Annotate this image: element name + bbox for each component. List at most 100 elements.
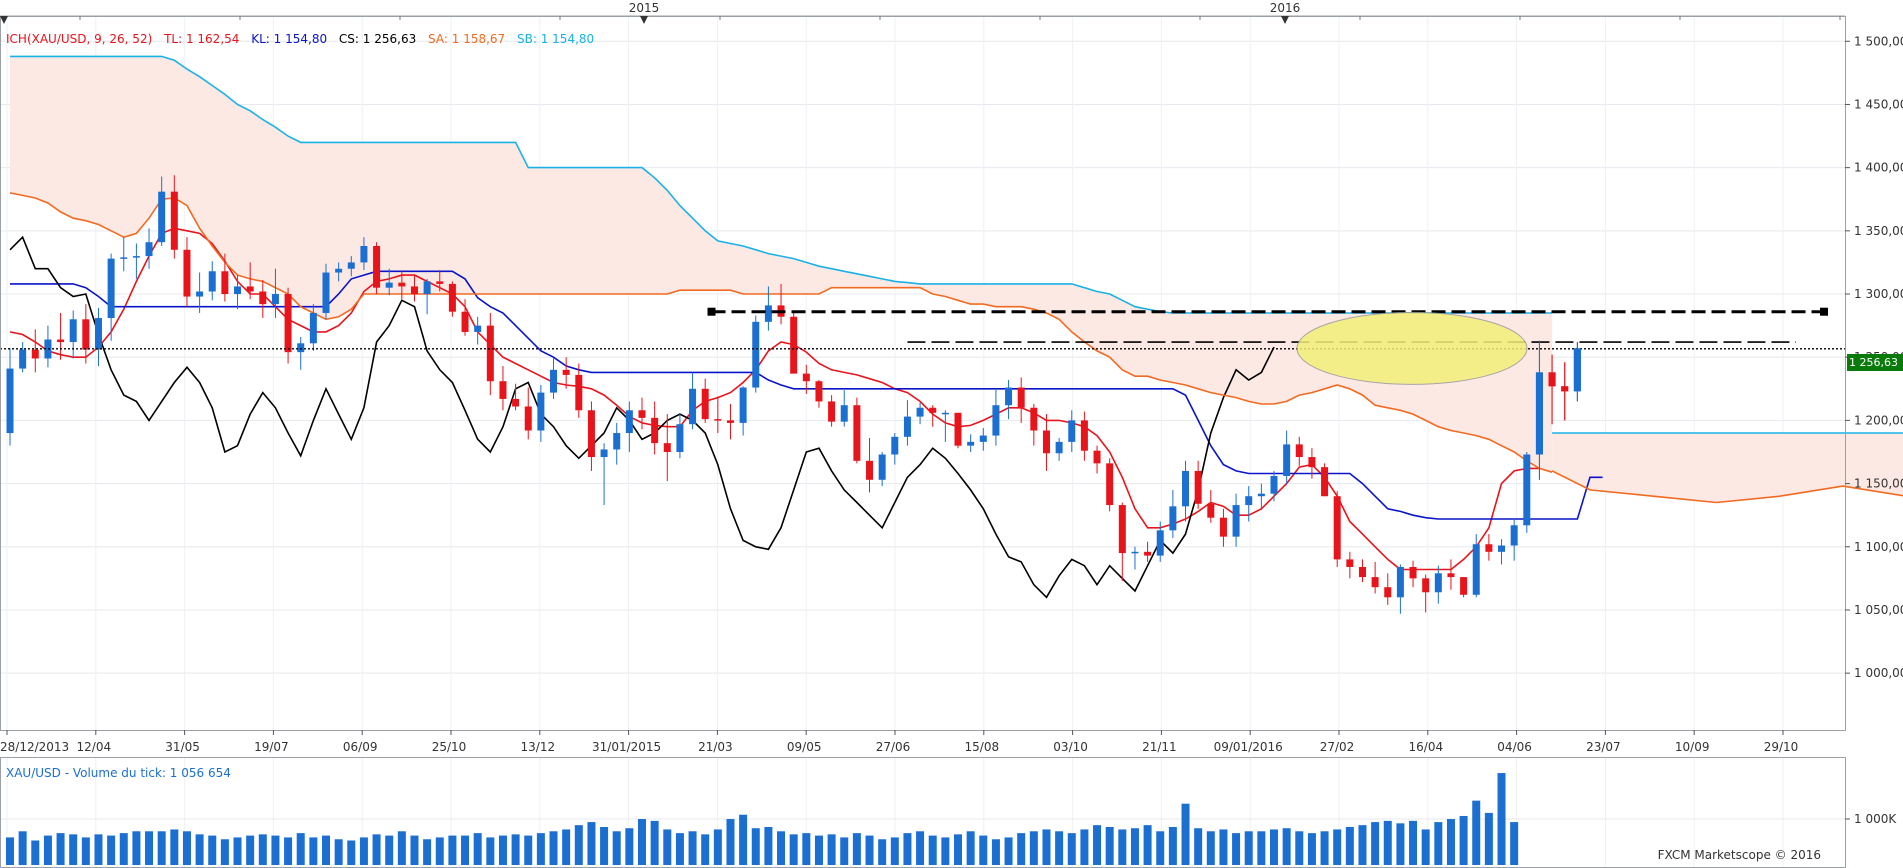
volume-bar <box>220 839 229 865</box>
volume-bar <box>1446 819 1455 865</box>
volume-bar <box>258 834 267 865</box>
start-marker <box>0 16 8 24</box>
candle-down <box>1384 587 1392 598</box>
volume-bar <box>1270 829 1278 865</box>
price-tick-label: 1 500,00 <box>1854 34 1903 48</box>
indicator-lines <box>9 55 1903 599</box>
candle-up <box>19 349 27 369</box>
date-tick-label: 27/02 <box>1320 740 1355 754</box>
year-label: 2015 <box>629 1 660 15</box>
indicator-legend: ICH(XAU/USD, 9, 26, 52) TL: 1 162,54 KL:… <box>6 32 602 46</box>
candle-down <box>853 405 861 461</box>
volume-bar <box>789 834 798 865</box>
volume-bar <box>157 831 166 865</box>
date-tick-label: 31/05 <box>165 740 200 754</box>
date-tick-label: 15/08 <box>965 740 1000 754</box>
candle-down <box>866 460 874 480</box>
candle-down <box>1346 559 1354 567</box>
volume-bar <box>435 837 444 865</box>
volume-bar <box>18 831 27 865</box>
volume-bar <box>372 834 381 865</box>
candle-up <box>1005 387 1013 406</box>
volume-bar <box>726 819 735 865</box>
volume-bar <box>941 837 950 865</box>
candle-up <box>120 257 128 259</box>
candle-down <box>714 419 722 421</box>
candle-down <box>1548 372 1556 387</box>
volume-bar <box>119 833 128 865</box>
candle-down <box>815 381 823 402</box>
volume-bar <box>233 837 242 865</box>
resistance-left-handle <box>707 307 716 316</box>
date-tick-label: 04/06 <box>1497 740 1532 754</box>
volume-bar <box>1232 833 1241 865</box>
chikou-line <box>9 235 1275 599</box>
volume-bar <box>1257 831 1266 865</box>
candle-up <box>1156 530 1164 556</box>
volume-bar <box>1472 800 1481 865</box>
volume-bar <box>587 822 596 865</box>
legend-tl: TL: 1 162,54 <box>164 32 240 46</box>
candle-up <box>1245 496 1253 506</box>
candle-down <box>790 316 798 374</box>
candle-down <box>929 407 937 413</box>
volume-bar <box>1383 820 1392 865</box>
volume-bar <box>1017 833 1026 865</box>
candle-down <box>448 283 456 312</box>
candle-up <box>94 318 102 350</box>
legend-sa: SA: 1 158,67 <box>428 32 506 46</box>
candle-down <box>1118 505 1126 554</box>
candle-up <box>878 454 886 480</box>
volume-bar <box>1484 812 1493 865</box>
candle-down <box>461 311 469 332</box>
volume-bar <box>1042 829 1051 865</box>
date-tick-label: 29/10 <box>1764 740 1799 754</box>
volume-bar <box>916 831 925 865</box>
candle-up <box>1510 525 1518 546</box>
volume-bar <box>1143 825 1152 865</box>
candle-up <box>385 282 393 288</box>
volume-bar <box>296 833 305 865</box>
volume-bar <box>1320 831 1329 865</box>
year-marker <box>1281 16 1289 24</box>
candle-up <box>360 245 368 263</box>
volume-bar <box>1459 815 1468 865</box>
volume-bar <box>827 834 836 865</box>
volume-bars <box>6 773 1519 865</box>
volume-bar <box>1067 833 1076 865</box>
candle-up <box>600 449 608 458</box>
candle-up <box>739 387 747 423</box>
volume-bar <box>1497 773 1506 865</box>
candle-up <box>1283 444 1291 476</box>
volume-bar <box>334 839 343 865</box>
candle-down <box>726 420 734 423</box>
volume-bar <box>890 837 899 865</box>
candle-down <box>1409 566 1417 579</box>
candle-down <box>663 443 671 452</box>
candle-down <box>1093 450 1101 464</box>
candle-down <box>1106 463 1114 506</box>
candle-down <box>82 319 90 350</box>
last-price-tag: 1 256,63 <box>1847 354 1903 371</box>
candle-down <box>562 369 570 375</box>
candle-down <box>373 245 381 288</box>
candle-down <box>1321 467 1329 497</box>
volume-bar <box>1396 823 1405 865</box>
volume-bar <box>511 834 520 865</box>
volume-bar <box>688 831 697 865</box>
volume-bar <box>145 831 154 865</box>
volume-bar <box>1333 829 1342 865</box>
price-tick-label: 1 450,00 <box>1854 97 1903 111</box>
volume-bar <box>385 835 394 865</box>
date-tick-label: 21/03 <box>698 740 733 754</box>
candle-down <box>57 339 65 343</box>
volume-bar <box>777 831 786 865</box>
volume-bar <box>536 833 545 865</box>
candle-up <box>891 436 899 455</box>
price-tick-label: 1 100,00 <box>1854 540 1903 554</box>
volume-bar <box>878 839 887 865</box>
volume-bar <box>43 835 52 865</box>
candle-down <box>1485 544 1493 552</box>
volume-bar <box>423 839 432 865</box>
